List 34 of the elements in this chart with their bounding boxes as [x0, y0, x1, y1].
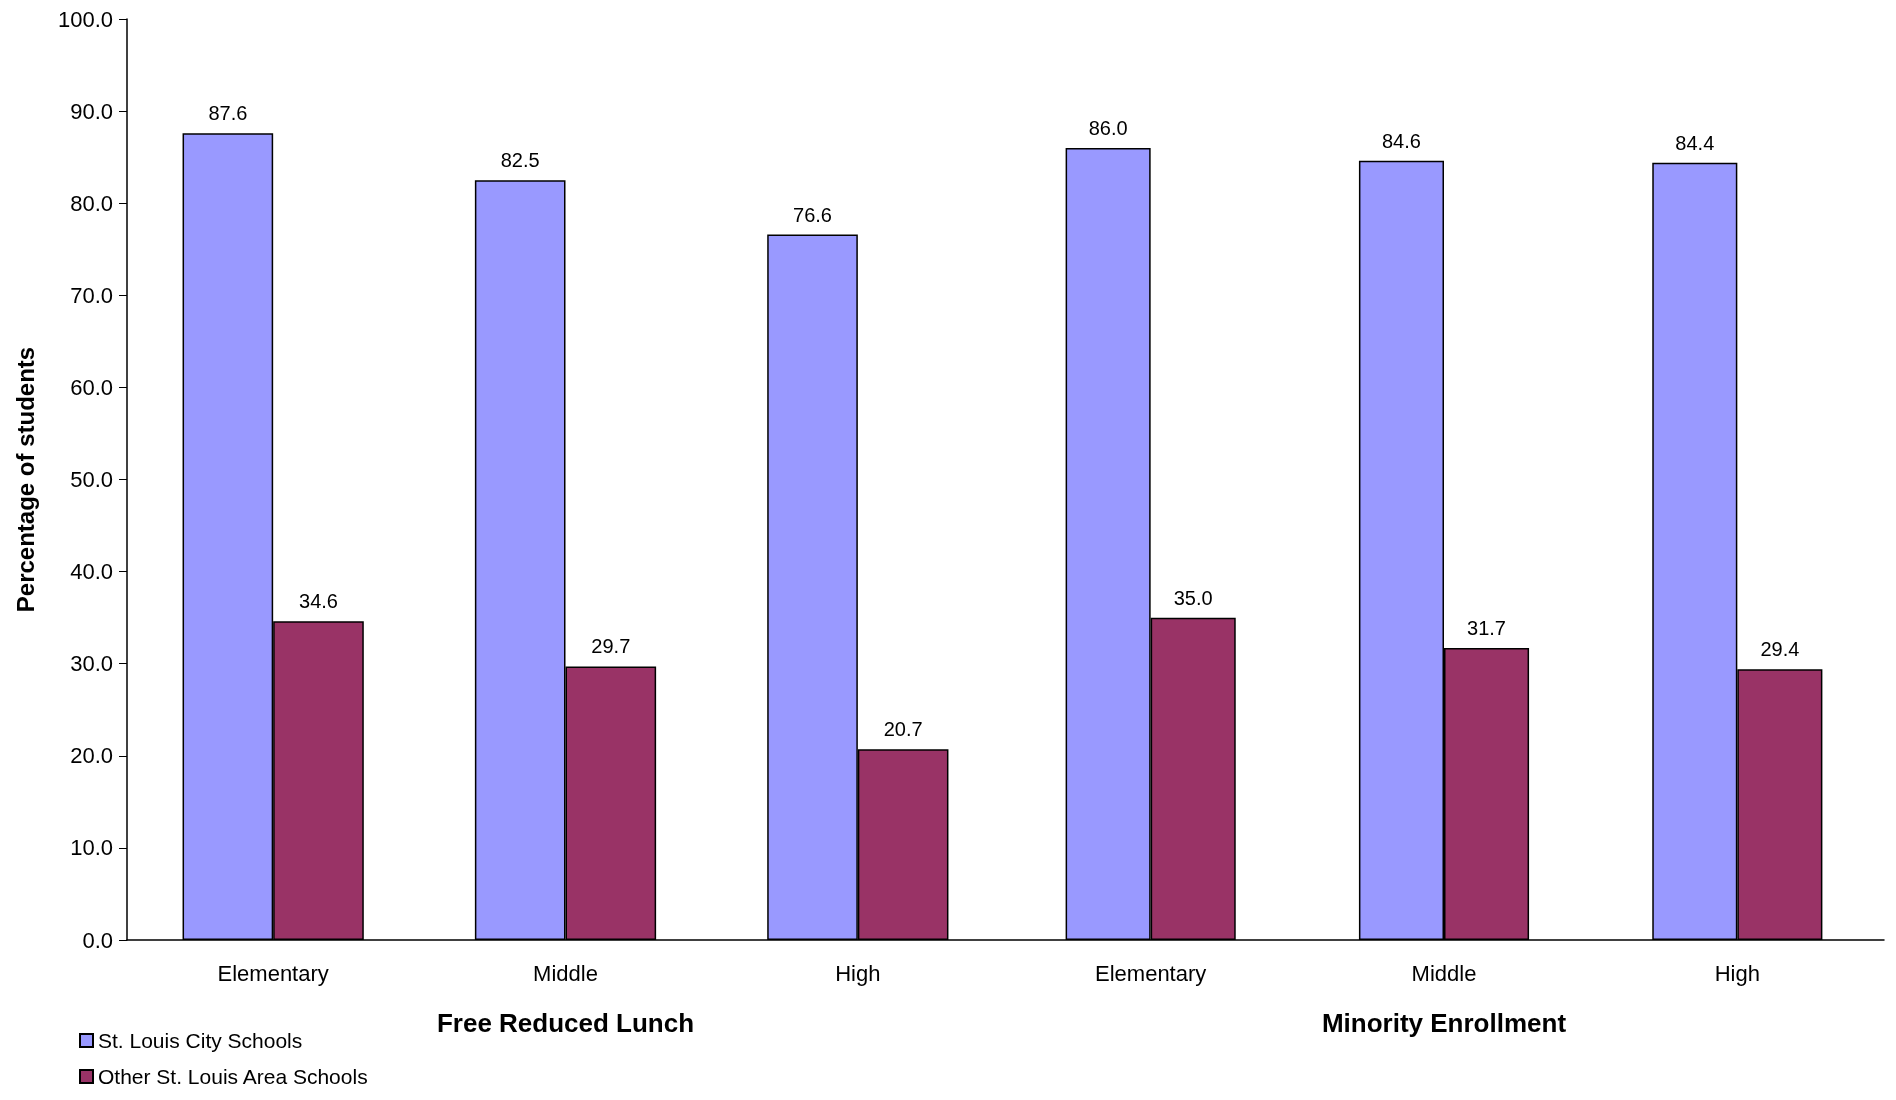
- y-tick-label: 40.0: [70, 559, 113, 585]
- data-label: 84.4: [1675, 131, 1715, 154]
- x-tick-label: Middle: [533, 960, 598, 986]
- y-tick-label: 60.0: [70, 374, 113, 400]
- data-label: 29.7: [591, 635, 631, 658]
- data-label: 34.6: [299, 590, 338, 613]
- y-tick-label: 0.0: [82, 927, 113, 953]
- x-tick-label: Elementary: [217, 960, 329, 986]
- data-label: 35.0: [1173, 586, 1213, 609]
- x-tick-label: Middle: [1411, 960, 1477, 986]
- x-axis-title: Minority Enrollment: [1321, 1008, 1567, 1038]
- data-label: 82.5: [500, 149, 540, 172]
- data-label: 20.7: [883, 718, 923, 741]
- y-axis-title: Percentage of students: [11, 346, 39, 613]
- y-tick-label: 90.0: [70, 98, 113, 124]
- y-tick-label: 80.0: [70, 190, 113, 216]
- data-label: 87.6: [208, 102, 248, 125]
- data-label: 84.6: [1382, 129, 1421, 152]
- legend-label: Other St. Louis Area Schools: [98, 1065, 368, 1088]
- y-tick-label: 10.0: [70, 835, 113, 861]
- x-tick-label: High: [1714, 960, 1760, 986]
- x-tick-label: High: [835, 960, 881, 986]
- x-axis-title: Free Reduced Lunch: [436, 1008, 695, 1038]
- data-label: 86.0: [1088, 116, 1128, 139]
- y-tick-label: 70.0: [70, 282, 113, 308]
- y-tick-label: 20.0: [70, 743, 113, 769]
- y-tick-label: 100.0: [57, 6, 113, 32]
- data-label: 76.6: [793, 203, 832, 226]
- data-label: 29.4: [1760, 638, 1800, 661]
- y-tick-label: 30.0: [70, 651, 113, 677]
- legend-label: St. Louis City Schools: [98, 1029, 303, 1052]
- y-tick-label: 50.0: [70, 467, 113, 492]
- data-label: 31.7: [1467, 617, 1506, 640]
- x-tick-label: Elementary: [1095, 960, 1207, 986]
